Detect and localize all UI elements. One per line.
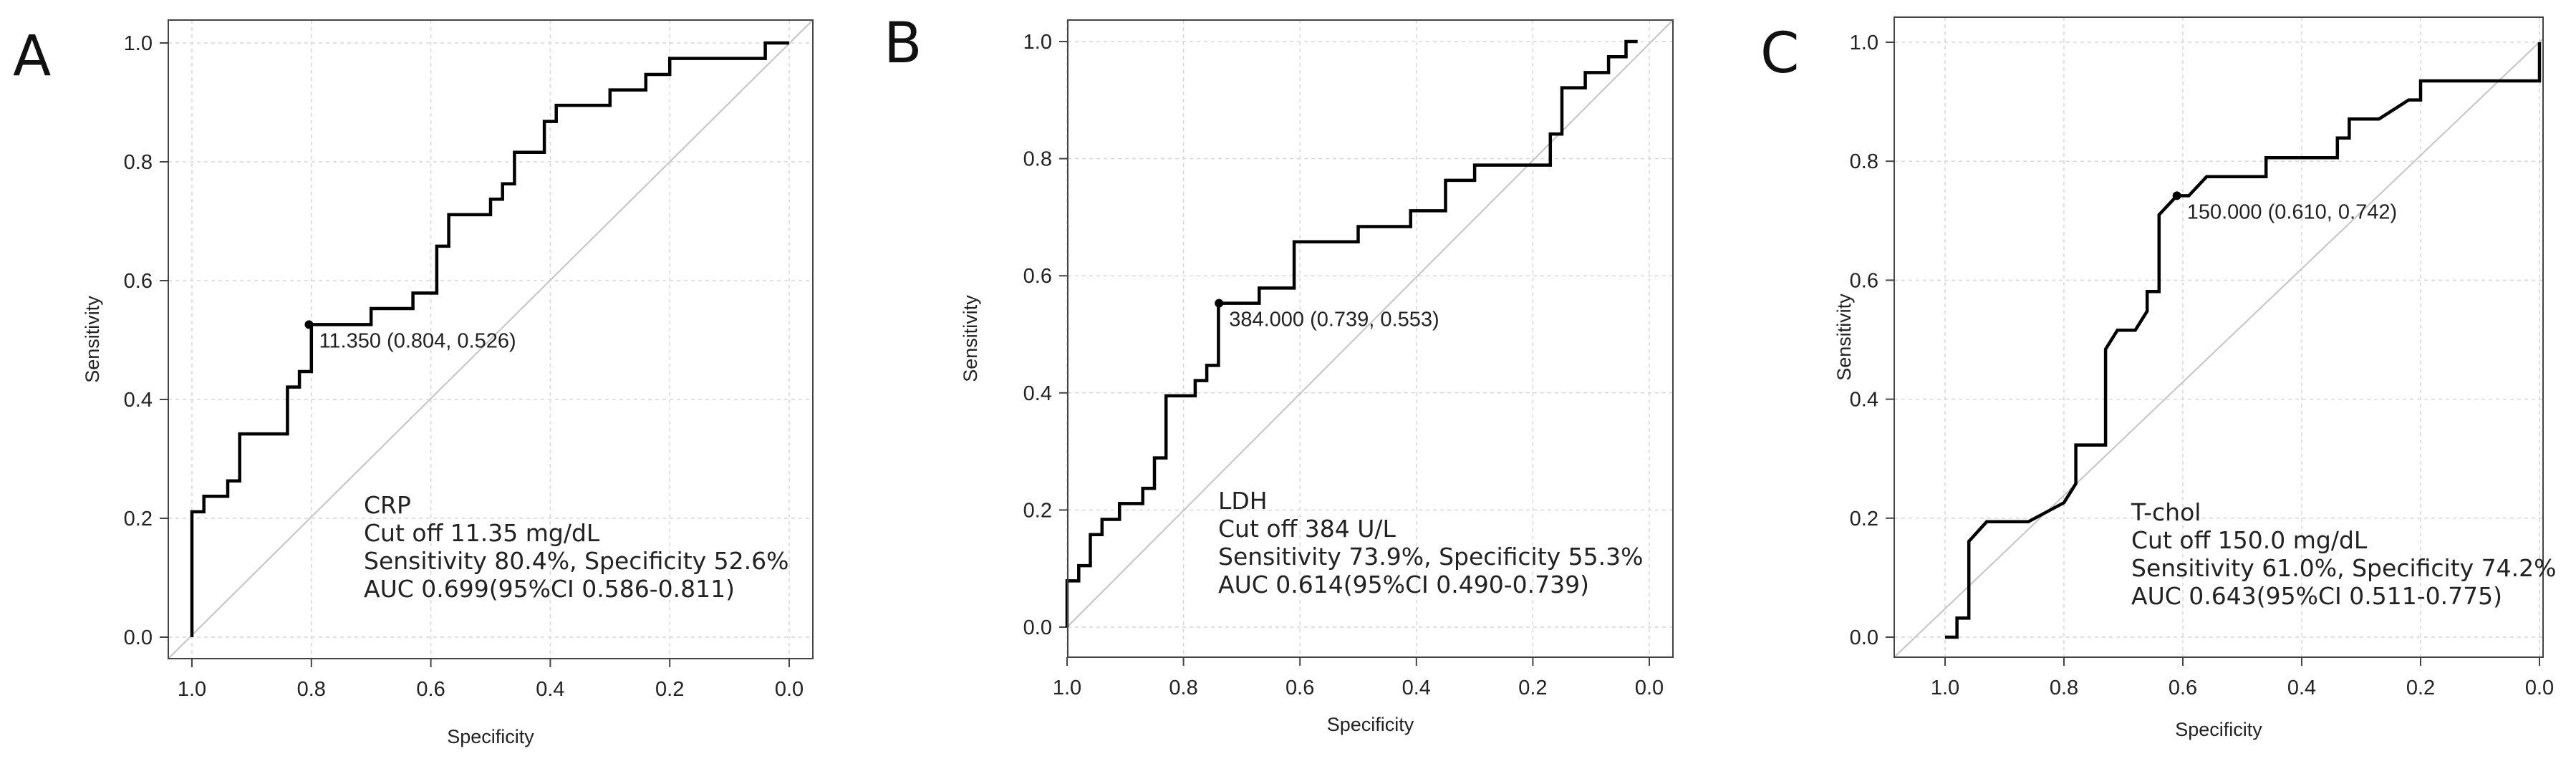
x-tick-label: 0.2 bbox=[2406, 677, 2435, 699]
annotation-box: LDH Cut off 384 U/L Sensitivity 73.9%, S… bbox=[1218, 487, 1644, 598]
panel-letter: C bbox=[1760, 21, 1800, 86]
y-tick-label: 1.0 bbox=[124, 32, 153, 55]
x-tick-label: 0.4 bbox=[1402, 677, 1431, 699]
roc-panel-b: B 1.0 0.8 0.6 0.4 0.2 0.0 0.0 0.2 0.4 0.6 0.8 1.0 3… bbox=[859, 0, 1717, 761]
panel-letter: B bbox=[884, 11, 922, 76]
y-axis-label: Sensitivity bbox=[1833, 294, 1855, 381]
cutoff-point bbox=[2172, 191, 2181, 200]
y-tick-label: 0.4 bbox=[1023, 382, 1052, 405]
x-tick-label: 0.2 bbox=[1518, 677, 1547, 699]
y-tick-label: 0.0 bbox=[1850, 626, 1878, 649]
y-tick-label: 1.0 bbox=[1850, 31, 1878, 54]
panel-letter: A bbox=[13, 24, 52, 89]
x-axis-label: Specificity bbox=[1327, 714, 1414, 735]
roc-chart-tchol: 1.0 0.8 0.6 0.4 0.2 0.0 0.0 0.2 0.4 0.6 0.8 1.0 150… bbox=[1833, 16, 2554, 740]
annotation-auc: AUC 0.643(95%CI 0.511-0.775) bbox=[2131, 582, 2502, 610]
y-tick-label: 0.4 bbox=[1850, 389, 1878, 412]
annotation-cutoff: Cut off 384 U/L bbox=[1218, 515, 1396, 543]
y-axis-label: Sensitivity bbox=[960, 295, 981, 382]
cutoff-label: 11.350 (0.804, 0.526) bbox=[319, 329, 516, 352]
y-tick-label: 0.0 bbox=[1023, 616, 1052, 639]
y-tick-label: 0.6 bbox=[1850, 269, 1878, 292]
annotation-box: CRP Cut off 11.35 mg/dL Sensitivity 80.4… bbox=[364, 491, 789, 603]
x-tick-label: 0.2 bbox=[655, 678, 684, 701]
annotation-cutoff: Cut off 11.35 mg/dL bbox=[364, 519, 600, 547]
x-axis-label: Specificity bbox=[447, 726, 534, 747]
cutoff-point bbox=[1215, 299, 1224, 308]
x-tick-label: 0.8 bbox=[297, 678, 326, 701]
y-tick-label: 0.2 bbox=[1850, 508, 1878, 530]
y-tick-label: 0.6 bbox=[1023, 265, 1052, 288]
annotation-box: T-chol Cut off 150.0 mg/dL Sensitivity 6… bbox=[2131, 498, 2557, 610]
x-tick-label: 0.0 bbox=[2525, 677, 2554, 699]
annotation-marker: CRP bbox=[364, 491, 411, 519]
roc-curve bbox=[190, 41, 789, 637]
x-tick-label: 0.4 bbox=[2287, 677, 2316, 699]
x-axis-label: Specificity bbox=[2175, 719, 2262, 740]
plot-frame bbox=[1067, 19, 1674, 658]
annotation-auc: AUC 0.699(95%CI 0.586-0.811) bbox=[364, 575, 735, 603]
reference-diagonal bbox=[1894, 38, 2544, 658]
y-tick-label: 0.2 bbox=[124, 508, 153, 530]
annotation-sens-spec: Sensitivity 80.4%, Specificity 52.6% bbox=[364, 547, 789, 575]
x-tick-label: 0.0 bbox=[775, 678, 804, 701]
x-tick-label: 0.8 bbox=[2050, 677, 2078, 699]
y-tick-label: 0.8 bbox=[1850, 150, 1878, 173]
x-tick-label: 0.6 bbox=[416, 678, 445, 701]
y-tick-label: 0.8 bbox=[124, 151, 153, 174]
y-tick-label: 0.0 bbox=[124, 626, 153, 649]
x-tick-label: 0.8 bbox=[1169, 677, 1197, 699]
x-tick-label: 1.0 bbox=[178, 678, 206, 701]
annotation-sens-spec: Sensitivity 61.0%, Specificity 74.2% bbox=[2131, 554, 2557, 582]
roc-curve bbox=[1945, 42, 2542, 639]
roc-chart-crp: 1.0 0.8 0.6 0.4 0.2 0.0 0.0 0.2 0.4 0.6 0.8 1.0 11.… bbox=[82, 19, 814, 747]
y-tick-label: 0.2 bbox=[1023, 499, 1052, 522]
cutoff-point bbox=[304, 320, 314, 329]
roc-panel-a: A 1.0 0.8 0.6 0.4 0.2 0.0 0.0 0.2 0.4 0.6 0.8 1.0 1… bbox=[0, 0, 859, 761]
x-tick-label: 1.0 bbox=[1053, 677, 1081, 699]
x-tick-label: 0.0 bbox=[1635, 677, 1664, 699]
roc-panel-c: C 1.0 0.8 0.6 0.4 0.2 0.0 0.0 0.2 0.4 0.6 0.8 1.0 1… bbox=[1717, 0, 2576, 761]
cutoff-label: 384.000 (0.739, 0.553) bbox=[1229, 309, 1439, 331]
x-tick-label: 0.6 bbox=[2169, 677, 2197, 699]
annotation-marker: T-chol bbox=[2131, 498, 2201, 526]
y-tick-label: 1.0 bbox=[1023, 31, 1052, 54]
annotation-marker: LDH bbox=[1218, 487, 1268, 515]
reference-diagonal bbox=[1067, 19, 1674, 627]
y-tick-label: 0.4 bbox=[124, 389, 153, 412]
plot-frame bbox=[168, 19, 814, 659]
roc-curve bbox=[1065, 39, 1638, 627]
cutoff-label: 150.000 (0.610, 0.742) bbox=[2187, 200, 2397, 223]
plot-frame bbox=[1894, 16, 2544, 658]
y-tick-label: 0.6 bbox=[124, 270, 153, 293]
x-tick-label: 1.0 bbox=[1931, 677, 1959, 699]
reference-diagonal bbox=[168, 19, 814, 659]
annotation-auc: AUC 0.614(95%CI 0.490-0.739) bbox=[1218, 571, 1589, 598]
roc-chart-ldh: 1.0 0.8 0.6 0.4 0.2 0.0 0.0 0.2 0.4 0.6 0.8 1.0 384… bbox=[960, 19, 1674, 735]
x-tick-label: 0.4 bbox=[536, 678, 564, 701]
annotation-cutoff: Cut off 150.0 mg/dL bbox=[2131, 526, 2368, 554]
y-tick-label: 0.8 bbox=[1023, 148, 1052, 171]
annotation-sens-spec: Sensitivity 73.9%, Specificity 55.3% bbox=[1218, 543, 1644, 571]
y-axis-label: Sensitivity bbox=[82, 296, 103, 383]
x-tick-label: 0.6 bbox=[1285, 677, 1314, 699]
